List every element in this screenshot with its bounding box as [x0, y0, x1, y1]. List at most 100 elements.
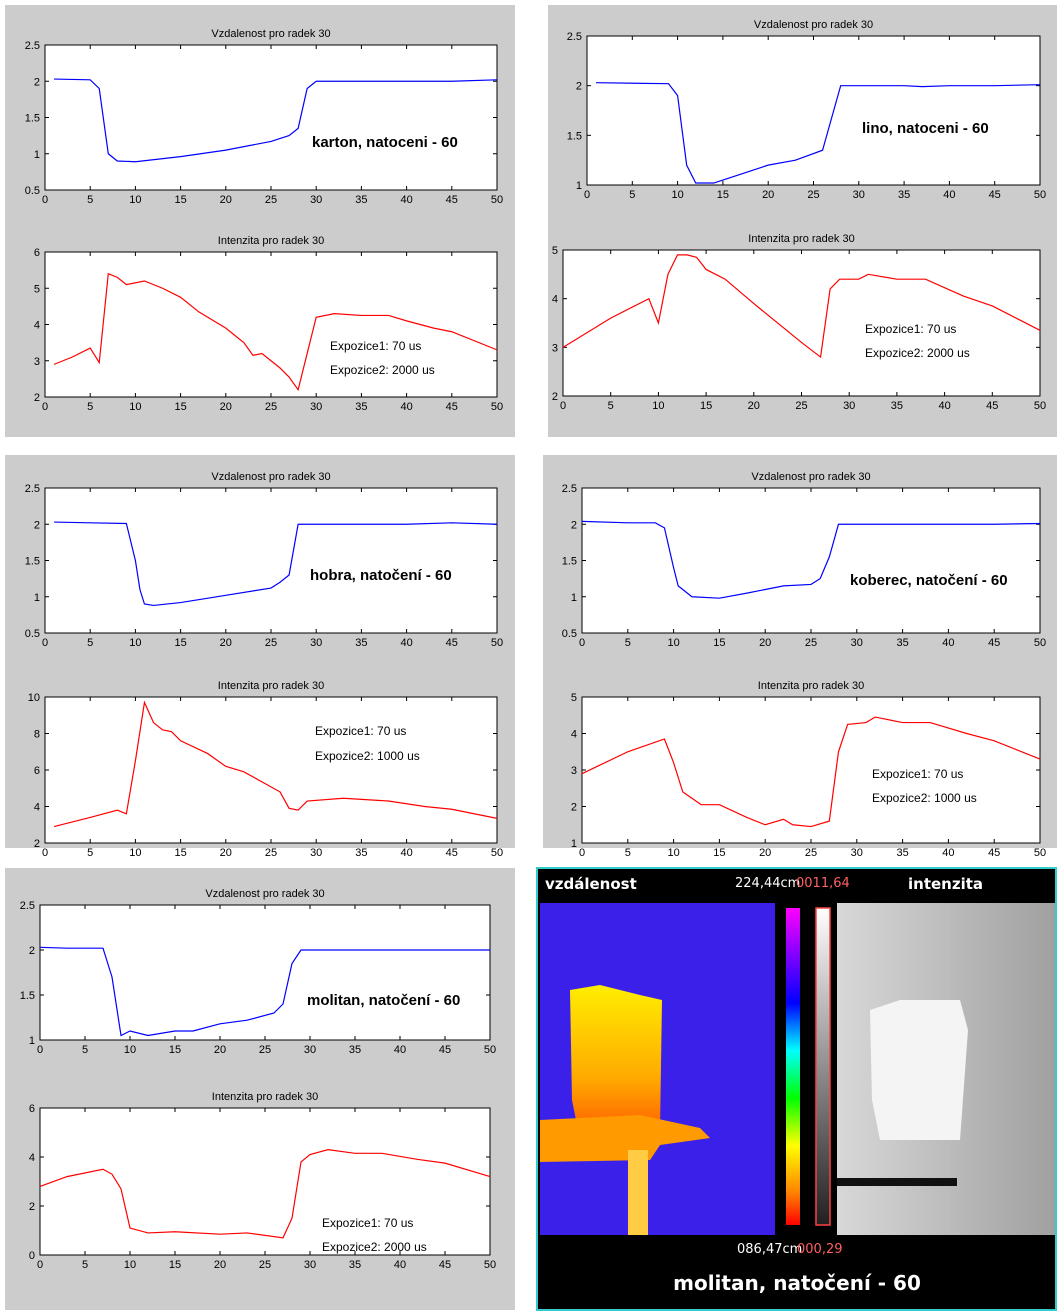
scale-max: 0011,64	[796, 876, 850, 891]
x-tick-label: 40	[942, 637, 954, 649]
x-tick-label: 15	[717, 189, 729, 201]
x-tick-label: 25	[265, 401, 277, 413]
x-tick-label: 10	[129, 194, 141, 206]
x-tick-label: 5	[87, 401, 93, 413]
annotation: Expozice1: 70 us	[872, 767, 963, 781]
x-tick-label: 0	[579, 637, 585, 649]
x-tick-label: 45	[986, 400, 998, 412]
x-tick-label: 30	[304, 1044, 316, 1056]
plot-area	[587, 36, 1040, 185]
x-tick-label: 10	[671, 189, 683, 201]
y-tick-label: 4	[34, 802, 40, 814]
chart-title: Intenzita pro radek 30	[218, 235, 324, 247]
x-tick-label: 45	[988, 847, 1000, 859]
chart-title: Vzdalenost pro radek 30	[751, 471, 870, 483]
y-tick-label: 1	[571, 838, 577, 850]
x-tick-label: 20	[214, 1259, 226, 1271]
x-tick-label: 10	[652, 400, 664, 412]
y-tick-label: 8	[34, 729, 40, 741]
y-tick-label: 1	[576, 180, 582, 192]
x-tick-label: 20	[759, 847, 771, 859]
y-tick-label: 1	[571, 592, 577, 604]
plot-area	[40, 905, 490, 1040]
x-tick-label: 20	[214, 1044, 226, 1056]
annotation: molitan, natočení - 60	[307, 992, 460, 1009]
x-tick-label: 40	[400, 847, 412, 859]
x-tick-label: 30	[310, 637, 322, 649]
plot-area	[582, 697, 1040, 843]
annotation: Expozice1: 70 us	[330, 339, 421, 353]
x-tick-label: 35	[349, 1044, 361, 1056]
image-panel: vzdálenost 224,44cm 0011,64 intenzita 08…	[537, 868, 1056, 1310]
x-tick-label: 10	[129, 401, 141, 413]
x-tick-label: 5	[87, 637, 93, 649]
x-tick-label: 0	[37, 1259, 43, 1271]
x-tick-label: 45	[439, 1259, 451, 1271]
x-tick-label: 10	[129, 847, 141, 859]
x-tick-label: 15	[169, 1259, 181, 1271]
chart-title: Vzdalenost pro radek 30	[211, 471, 330, 483]
intensity-object	[870, 1000, 968, 1140]
plot-area	[45, 488, 497, 633]
x-tick-label: 50	[1034, 189, 1046, 201]
x-tick-label: 25	[265, 847, 277, 859]
x-tick-label: 5	[625, 847, 631, 859]
x-tick-label: 20	[220, 194, 232, 206]
annotation: karton, natoceni - 60	[312, 134, 458, 151]
x-tick-label: 45	[446, 401, 458, 413]
x-tick-label: 5	[82, 1259, 88, 1271]
y-tick-label: 1.5	[20, 990, 35, 1002]
x-tick-label: 30	[851, 637, 863, 649]
y-tick-label: 2	[29, 945, 35, 957]
color-scale	[786, 908, 800, 1225]
annotation: Expozice2: 2000 us	[330, 363, 435, 377]
x-tick-label: 0	[584, 189, 590, 201]
y-tick-label: 10	[28, 692, 40, 704]
x-tick-label: 0	[560, 400, 566, 412]
x-tick-label: 0	[42, 194, 48, 206]
x-tick-label: 25	[805, 637, 817, 649]
scale-min: 086,47cm	[737, 1242, 802, 1257]
x-tick-label: 50	[1034, 400, 1046, 412]
y-tick-label: 1	[29, 1035, 35, 1047]
x-tick-label: 5	[82, 1044, 88, 1056]
x-tick-label: 40	[942, 847, 954, 859]
y-tick-label: 2	[34, 519, 40, 531]
x-tick-label: 10	[124, 1259, 136, 1271]
x-tick-label: 45	[446, 637, 458, 649]
image-label: vzdálenost	[545, 875, 637, 893]
x-tick-label: 5	[87, 847, 93, 859]
plot-area	[45, 697, 497, 843]
y-tick-label: 0.5	[562, 628, 577, 640]
x-tick-label: 45	[989, 189, 1001, 201]
x-tick-label: 40	[938, 400, 950, 412]
x-tick-label: 15	[700, 400, 712, 412]
x-tick-label: 20	[748, 400, 760, 412]
y-tick-label: 1.5	[562, 556, 577, 568]
x-tick-label: 5	[87, 194, 93, 206]
x-tick-label: 10	[129, 637, 141, 649]
y-tick-label: 4	[34, 320, 40, 332]
y-tick-label: 2.5	[25, 40, 40, 52]
y-tick-label: 5	[34, 283, 40, 295]
annotation: Expozice2: 1000 us	[872, 791, 977, 805]
x-tick-label: 10	[124, 1044, 136, 1056]
x-tick-label: 50	[491, 401, 503, 413]
x-tick-label: 30	[851, 847, 863, 859]
x-tick-label: 20	[762, 189, 774, 201]
annotation: Expozice2: 2000 us	[865, 346, 970, 360]
x-tick-label: 40	[394, 1259, 406, 1271]
y-tick-label: 2	[34, 76, 40, 88]
y-tick-label: 2	[29, 1201, 35, 1213]
annotation: Expozice1: 70 us	[865, 322, 956, 336]
y-tick-label: 2.5	[562, 483, 577, 495]
image-caption: molitan, natočení - 60	[673, 1271, 921, 1295]
image-label: intenzita	[908, 875, 983, 893]
distance-object	[628, 1150, 648, 1235]
scale-max: 224,44cm	[735, 876, 800, 891]
x-tick-label: 40	[943, 189, 955, 201]
x-tick-label: 20	[220, 637, 232, 649]
y-tick-label: 5	[571, 692, 577, 704]
x-tick-label: 25	[265, 637, 277, 649]
y-tick-label: 0.5	[25, 185, 40, 197]
